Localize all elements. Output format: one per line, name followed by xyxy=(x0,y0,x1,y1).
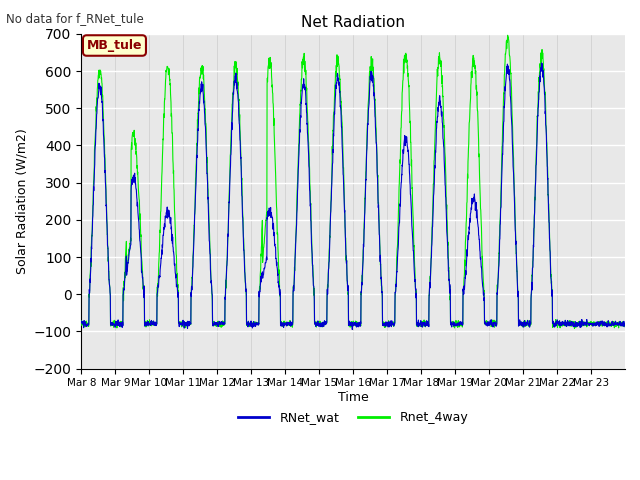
Text: MB_tule: MB_tule xyxy=(86,39,142,52)
Title: Net Radiation: Net Radiation xyxy=(301,15,405,30)
X-axis label: Time: Time xyxy=(338,391,369,404)
Text: No data for f_RNet_tule: No data for f_RNet_tule xyxy=(6,12,144,25)
Y-axis label: Solar Radiation (W/m2): Solar Radiation (W/m2) xyxy=(15,128,28,274)
Legend: RNet_wat, Rnet_4way: RNet_wat, Rnet_4way xyxy=(233,406,473,429)
